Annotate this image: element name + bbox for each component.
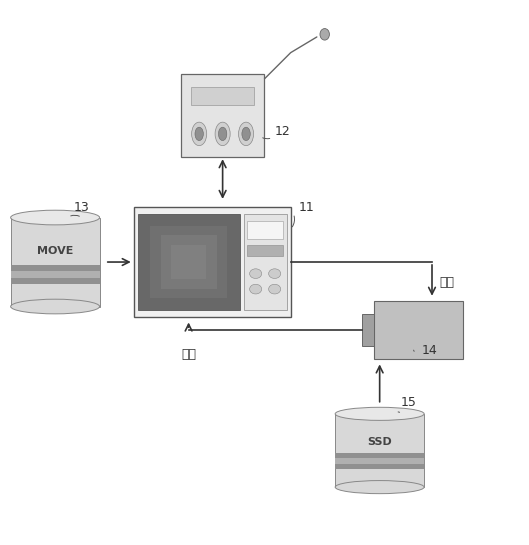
Bar [335, 414, 424, 487]
Text: 12: 12 [275, 125, 291, 138]
Text: 控制: 控制 [440, 276, 455, 289]
Text: 13: 13 [74, 201, 89, 214]
Bar [11, 278, 99, 284]
Bar [11, 271, 99, 278]
Bar [171, 245, 206, 279]
Text: 15: 15 [400, 396, 416, 409]
Ellipse shape [335, 481, 424, 494]
Bar [335, 464, 424, 469]
Ellipse shape [269, 269, 281, 278]
Bar [160, 235, 217, 289]
Bar [11, 265, 99, 271]
Ellipse shape [335, 407, 424, 420]
Ellipse shape [11, 210, 99, 225]
Ellipse shape [191, 122, 207, 146]
Bar [150, 226, 227, 298]
Ellipse shape [250, 284, 262, 294]
Ellipse shape [242, 127, 250, 141]
Ellipse shape [215, 122, 230, 146]
Ellipse shape [250, 269, 262, 278]
Ellipse shape [320, 28, 330, 40]
Bar [134, 207, 290, 317]
Bar [335, 458, 424, 464]
Ellipse shape [11, 299, 99, 314]
Ellipse shape [239, 122, 253, 146]
Bar [191, 87, 254, 105]
Ellipse shape [218, 127, 227, 141]
Text: 反馈: 反馈 [181, 348, 196, 361]
Text: SSD: SSD [367, 437, 392, 447]
Bar [362, 314, 375, 346]
Ellipse shape [195, 127, 203, 141]
Bar [247, 245, 284, 256]
Bar [243, 214, 287, 311]
Text: 14: 14 [422, 344, 437, 356]
Bar [11, 217, 99, 306]
Bar [375, 301, 463, 359]
Bar [138, 214, 240, 311]
Bar [335, 453, 424, 458]
Bar [181, 74, 264, 158]
Text: MOVE: MOVE [37, 246, 74, 256]
Bar [247, 221, 284, 239]
Ellipse shape [269, 284, 281, 294]
Text: 11: 11 [298, 201, 314, 214]
